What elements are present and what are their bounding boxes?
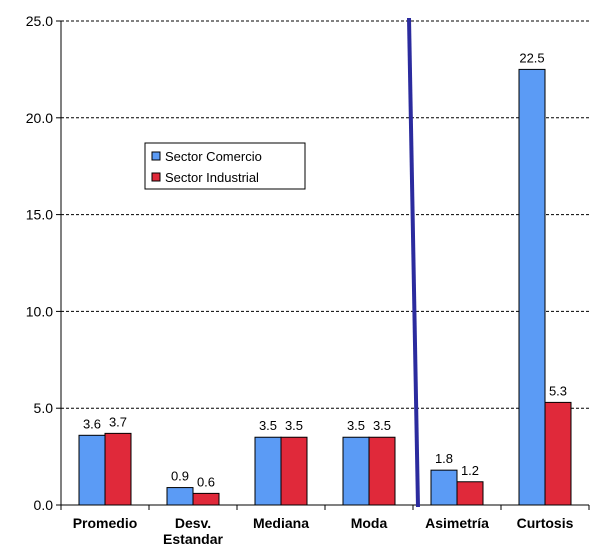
bar <box>544 401 572 506</box>
data-label: 1.8 <box>435 451 453 466</box>
bars <box>78 68 572 506</box>
y-tick-label: 15.0 <box>26 207 53 223</box>
x-category-label: Promedio <box>73 515 138 531</box>
data-label: 3.5 <box>347 418 365 433</box>
data-label: 1.2 <box>461 463 479 478</box>
data-label: 3.5 <box>285 418 303 433</box>
data-label: 0.6 <box>197 474 215 489</box>
legend: Sector Comercio Sector Industrial <box>144 142 306 190</box>
legend-box <box>144 142 306 190</box>
data-label: 3.7 <box>109 414 127 429</box>
bar <box>342 436 370 506</box>
x-category-label: Desv. <box>175 515 211 531</box>
y-tick-label: 25.0 <box>26 13 53 29</box>
y-tick-label: 0.0 <box>34 497 54 513</box>
section-divider <box>407 17 420 508</box>
y-tick-label: 10.0 <box>26 303 53 319</box>
bar <box>518 68 546 506</box>
data-label: 3.6 <box>83 416 101 431</box>
bar <box>430 469 458 506</box>
bar <box>166 487 194 506</box>
data-label: 5.3 <box>549 383 567 398</box>
data-label: 0.9 <box>171 469 189 484</box>
bar <box>254 436 282 506</box>
data-labels: 3.6 3.7 0.9 0.6 3.5 3.5 3.5 3.5 1.8 1.2 22.5 5.3 <box>83 50 567 489</box>
x-category-label: Moda <box>351 515 388 531</box>
y-tick-label: 20.0 <box>26 110 53 126</box>
bar <box>280 436 308 506</box>
data-label: 3.5 <box>373 418 391 433</box>
x-category-label: Mediana <box>253 515 309 531</box>
x-category-label: Estandar <box>163 531 223 547</box>
data-label: 3.5 <box>259 418 277 433</box>
x-category-label: Curtosis <box>517 515 574 531</box>
legend-label: Sector Comercio <box>165 149 262 164</box>
y-tick-label: 5.0 <box>34 400 54 416</box>
legend-swatch <box>151 172 161 182</box>
x-category-label: Asimetría <box>425 515 489 531</box>
bar <box>192 492 220 506</box>
legend-swatch <box>151 151 161 161</box>
bar <box>456 481 484 506</box>
divider-line <box>407 17 420 508</box>
bar <box>78 434 106 506</box>
axes: 0.0 5.0 10.0 15.0 20.0 25.0 Promedio Desv.Estan… <box>26 13 590 547</box>
bar <box>368 436 396 506</box>
legend-label: Sector Industrial <box>165 170 259 185</box>
data-label: 22.5 <box>519 50 544 65</box>
grid-lines <box>61 20 589 409</box>
bar <box>104 432 132 506</box>
